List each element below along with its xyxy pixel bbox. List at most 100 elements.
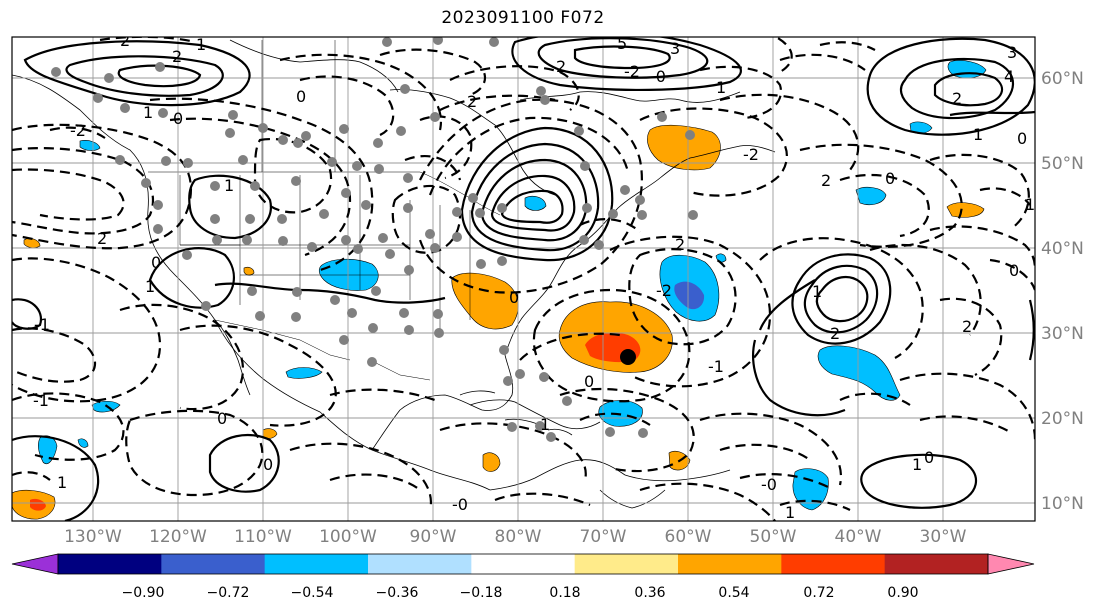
contour-label: -1 [708, 357, 724, 376]
contour-label: 2 [97, 229, 107, 248]
longitude-labels: 130°W 120°W 110°W 100°W 90°W 80°W 70°W 6… [64, 527, 967, 547]
contour-label: -0 [452, 495, 468, 514]
contour-label: -2 [70, 121, 86, 140]
lon-label: 40°W [835, 527, 882, 547]
contour-label: 1 [785, 503, 795, 522]
contour-label: 0 [217, 409, 227, 428]
observation-points [51, 37, 698, 442]
contour-label: 1 [145, 277, 155, 296]
colorbar-segment [58, 554, 162, 574]
map-frame [11, 36, 1036, 522]
contour-label: 1 [57, 473, 67, 492]
contour-label: 3 [1007, 43, 1017, 62]
contour-label: -0 [761, 475, 777, 494]
colorbar-tick-label: 0.54 [718, 585, 749, 601]
contour-label: 0 [885, 169, 895, 188]
lat-label: 20°N [1041, 409, 1084, 429]
colorbar-tick-label: 0.36 [634, 585, 665, 601]
contour-label: 0 [1009, 261, 1019, 280]
contour-label: 1 [973, 125, 983, 144]
contour-label: 0 [263, 455, 273, 474]
contour-label: 0 [924, 448, 934, 467]
colorbar-tick-label: 0.72 [803, 585, 834, 601]
contour-label: -1 [33, 391, 49, 410]
colorbar-outline [57, 553, 989, 575]
contour-label: 0 [173, 109, 183, 128]
colorbar-tick-label: −0.72 [207, 585, 250, 601]
lon-label: 110°W [234, 527, 292, 547]
colorbar-tick-label: 0.18 [549, 585, 580, 601]
contour-label: 1 [716, 78, 726, 97]
colorbar-tick-label: −0.18 [460, 585, 503, 601]
contour-label: 1 [912, 455, 922, 474]
contour-label: 2 [467, 92, 477, 111]
colorbar-extend-high [987, 553, 1035, 575]
map-title: 2023091100 F072 [441, 8, 605, 28]
lat-label: 40°N [1041, 239, 1084, 259]
contour-label: 0 [584, 372, 594, 391]
contour-labels: 2 2 1 0 2 1 0 -2 1 0 5 3 2 -2 -0 1 4 3 2… [33, 31, 1035, 522]
contour-label: 1 [1025, 195, 1035, 214]
contour-label: 0 [1017, 129, 1027, 148]
lon-label: 100°W [319, 527, 377, 547]
coastlines [12, 39, 776, 509]
colorbar-segment [884, 554, 989, 574]
lon-label: 120°W [149, 527, 207, 547]
lat-label: 60°N [1041, 69, 1084, 89]
contour-label: 1 [196, 35, 206, 54]
contour-label: -2 [656, 281, 672, 300]
lat-label: 30°N [1041, 324, 1084, 344]
lat-label: 50°N [1041, 154, 1084, 174]
lon-label: 50°W [750, 527, 797, 547]
colorbar-tick-label: −0.36 [376, 585, 419, 601]
contour-label: 5 [617, 34, 627, 53]
contour-label: 2 [962, 317, 972, 336]
contour-label: 0 [151, 253, 161, 272]
contour-label: -0 [650, 67, 666, 86]
contour-label: 2 [821, 171, 831, 190]
contour-label: 1 [540, 415, 550, 434]
contour-label: 2 [830, 324, 840, 343]
lon-label: 90°W [410, 527, 457, 547]
contour-label: 2 [675, 235, 685, 254]
contour-label: 1 [143, 103, 153, 122]
lon-label: 60°W [665, 527, 712, 547]
colorbar-segment [678, 554, 782, 574]
contour-label: 0 [509, 288, 519, 307]
latitude-labels: 60°N 50°N 40°N 30°N 20°N 10°N [1041, 69, 1084, 514]
contour-label: 2 [120, 31, 130, 50]
lon-label: 130°W [64, 527, 122, 547]
contour-label: 2 [172, 47, 182, 66]
colorbar-segment [368, 554, 472, 574]
lat-label: 10°N [1041, 494, 1084, 514]
map-background [12, 37, 1035, 521]
colorbar-segment [471, 554, 576, 574]
solid-contours [12, 37, 1035, 521]
colorbar-segment [161, 554, 266, 574]
contour-label: -1 [34, 315, 50, 334]
contour-label: 4 [1004, 67, 1014, 86]
colorbar-segment [264, 554, 369, 574]
colorbar-tick-label: −0.90 [122, 585, 165, 601]
contour-label: 2 [556, 57, 566, 76]
contour-label: 0 [296, 87, 306, 106]
contour-label: 1 [224, 176, 234, 195]
lon-label: 80°W [495, 527, 542, 547]
colorbar-tick-labels: −0.90 −0.72 −0.54 −0.36 −0.18 0.18 0.36 … [122, 585, 919, 601]
colorbar-segment [781, 554, 886, 574]
colorbar-tick-label: 0.90 [887, 585, 918, 601]
contour-label: 2 [952, 89, 962, 108]
colorbar-segment [574, 554, 679, 574]
colorbar-extend-low [11, 553, 59, 575]
contour-label: -2 [743, 145, 759, 164]
contour-label: 3 [670, 39, 680, 58]
colorbar [11, 553, 1035, 575]
black-marker [620, 349, 636, 365]
contour-label: -2 [624, 62, 640, 81]
lon-label: 70°W [580, 527, 627, 547]
lon-label: 30°W [920, 527, 967, 547]
dashed-contours [12, 37, 1035, 521]
colorbar-tick-label: −0.54 [291, 585, 334, 601]
contour-label: 1 [812, 282, 822, 301]
